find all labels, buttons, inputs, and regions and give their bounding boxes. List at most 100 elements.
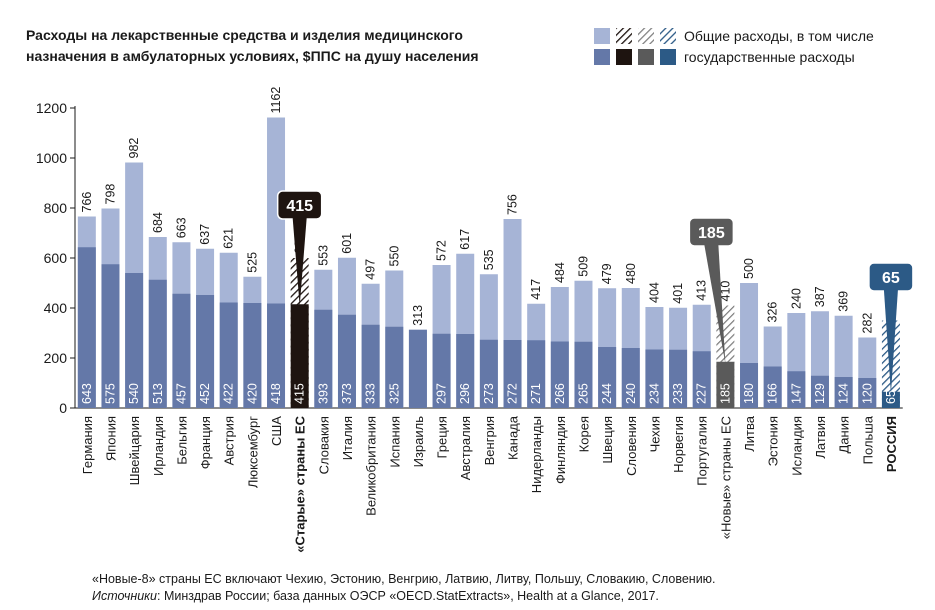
y-tick-label: 1000: [36, 150, 67, 166]
category-label-нидерланды: Нидерланды: [529, 416, 544, 493]
callouts: 415 185 65: [276, 190, 914, 394]
bar-public-австрия: [219, 302, 238, 408]
data-label-total: 282: [860, 313, 874, 334]
bar-public-дания: [834, 377, 853, 408]
category-label-исландия: Исландия: [789, 416, 804, 476]
bar-public-италия: [337, 314, 356, 408]
bars: 766 643 798 575 982 540 684 513 663 457 637 452 621 4…: [77, 87, 900, 408]
category-label-польша: Польша: [860, 415, 875, 464]
data-label-public: 418: [269, 383, 283, 404]
data-label-total: 497: [364, 259, 378, 280]
data-label-public: 266: [553, 383, 567, 404]
data-label-public: 420: [245, 383, 259, 404]
data-label-total: 621: [222, 228, 236, 249]
category-label-сша: США: [269, 416, 284, 446]
data-label-total: 480: [624, 263, 638, 284]
data-label-public: 513: [151, 383, 165, 404]
category-label-старые-страны-ес: «Старые» страны ЕС: [293, 415, 308, 552]
data-label-total: 313: [411, 305, 425, 326]
bar-public-исландия: [787, 371, 806, 408]
data-label-total: 387: [813, 286, 827, 307]
legend-swatch-total-russia: [660, 28, 676, 44]
y-tick-label: 800: [44, 200, 68, 216]
category-label-бельгия: Бельгия: [174, 416, 189, 465]
data-label-total: 756: [506, 194, 520, 215]
legend-swatch-total-old-eu: [616, 28, 632, 44]
data-label-public: 415: [293, 383, 307, 404]
bar-public-франция: [196, 295, 215, 408]
category-label-испания: Испания: [387, 416, 402, 468]
data-label-total: 663: [174, 217, 188, 238]
legend: Общие расходы, в том числе государственн…: [594, 28, 874, 65]
data-label-public: 422: [222, 383, 236, 404]
data-label-total: 401: [671, 283, 685, 304]
data-label-public: 166: [766, 383, 780, 404]
bar-public-испания: [385, 326, 404, 408]
category-label-швейцария: Швейцария: [127, 416, 142, 485]
data-label-public: 227: [695, 383, 709, 404]
bar-public-бельгия: [172, 293, 191, 408]
category-label-венгрия: Венгрия: [482, 416, 497, 465]
callout-pointer-россия: [883, 290, 898, 394]
data-label-total: 535: [482, 249, 496, 270]
category-label-латвия: Латвия: [813, 416, 828, 459]
y-tick-label: 0: [59, 400, 67, 416]
data-label-public: 373: [340, 383, 354, 404]
data-label-public: 120: [860, 383, 874, 404]
data-label-total: 410: [718, 281, 732, 302]
data-label-public: 65: [884, 390, 898, 404]
data-label-public: 240: [624, 383, 638, 404]
bar-public-польша: [858, 378, 877, 408]
y-tick-label: 200: [44, 350, 68, 366]
bar-public-россия: [881, 391, 900, 408]
chart-title-line-2: назначения в амбулаторных условиях, $ППС…: [26, 48, 479, 64]
category-label-япония: Япония: [103, 416, 118, 461]
chart-title-line-1: Расходы на лекарственные средства и изде…: [26, 27, 463, 43]
category-label-португалия: Португалия: [695, 416, 710, 486]
bar-public-норвегия: [669, 349, 688, 408]
callout-label-старые-страны-ес: 415: [286, 198, 313, 215]
data-label-total: 550: [387, 246, 401, 267]
data-label-public: 244: [600, 383, 614, 404]
category-label-германия: Германия: [80, 416, 95, 474]
data-label-total: 369: [837, 291, 851, 312]
category-label-австрия: Австрия: [222, 416, 237, 465]
data-label-total: 479: [600, 263, 614, 284]
bar-public-финляндия: [550, 341, 569, 408]
data-label-public: 643: [80, 383, 94, 404]
bar-public-литва: [740, 363, 759, 408]
data-label-public: 540: [127, 383, 141, 404]
bar-public-сша: [267, 303, 286, 408]
data-label-total: 525: [245, 252, 259, 273]
bar-public-израиль: [408, 329, 427, 408]
data-label-total: 637: [198, 224, 212, 245]
bar-public-япония: [101, 264, 120, 408]
data-label-public: 272: [506, 383, 520, 404]
category-label-корея: Корея: [576, 416, 591, 452]
category-label-норвегия: Норвегия: [671, 416, 686, 473]
data-label-public: 333: [364, 383, 378, 404]
bar-public-латвия: [810, 375, 829, 408]
bar-public-австралия: [456, 334, 475, 408]
bar-public-венгрия: [479, 339, 498, 408]
category-label-словения: Словения: [624, 416, 639, 476]
data-label-total: 766: [80, 192, 94, 213]
category-label-великобритания: Великобритания: [364, 416, 379, 516]
legend-swatch-public-russia: [660, 49, 676, 65]
data-label-total: 500: [742, 258, 756, 279]
data-label-total: 509: [576, 256, 590, 277]
data-label-public: 325: [387, 383, 401, 404]
y-tick-label: 1200: [36, 100, 67, 116]
data-label-total: 417: [529, 279, 543, 300]
legend-swatch-public: [594, 49, 610, 65]
data-label-public: 452: [198, 383, 212, 404]
legend-swatch-total-new-eu: [638, 28, 654, 44]
legend-swatch-public-new-eu: [638, 49, 654, 65]
category-label-ирландия: Ирландия: [151, 416, 166, 476]
data-label-total: 982: [127, 138, 141, 159]
data-label-total: 326: [766, 302, 780, 323]
data-label-total: 1162: [269, 87, 283, 114]
category-label-австралия: Австралия: [458, 416, 473, 480]
data-label-public: 124: [837, 383, 851, 404]
data-label-public: 273: [482, 383, 496, 404]
